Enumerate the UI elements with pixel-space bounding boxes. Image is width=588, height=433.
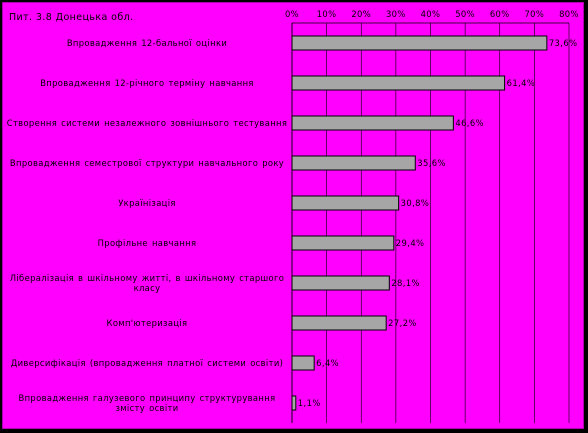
bar — [291, 155, 416, 171]
bar — [291, 315, 387, 331]
data-label: 29,4% — [396, 238, 425, 248]
x-tick-label: 50% — [455, 9, 475, 19]
data-label: 73,6% — [549, 38, 578, 48]
category-label: Впровадження галузевого принципу структу… — [18, 393, 276, 413]
bar — [291, 195, 400, 211]
bar — [291, 275, 390, 291]
x-tick-label: 60% — [490, 9, 510, 19]
x-tick-label: 30% — [386, 9, 406, 19]
category-label: Впровадження 12-бальної оцінки — [66, 38, 228, 48]
data-label: 27,2% — [388, 318, 417, 328]
data-label: 6,4% — [316, 358, 339, 368]
x-tick-label: 70% — [524, 9, 544, 19]
x-tick-label: 10% — [317, 9, 337, 19]
category-label: Комп'ютеризація — [106, 318, 188, 328]
data-label: 1,1% — [298, 398, 321, 408]
data-label: 46,6% — [455, 118, 484, 128]
bar — [291, 75, 506, 91]
category-label: Створення системи незалежного зовнішньог… — [6, 118, 288, 128]
x-tick-label: 0% — [285, 9, 299, 19]
bar-chart: 0% 10% 20% 30% 40% 50% 60% 70% 80% 73,6% 61,4% 46,6… — [285, 9, 579, 423]
data-label: 61,4% — [507, 78, 536, 88]
data-label: 28,1% — [391, 278, 420, 288]
data-label: 30,8% — [401, 198, 430, 208]
category-label: Профільне навчання — [97, 238, 197, 248]
x-tick-label: 40% — [421, 9, 441, 19]
x-tick-label: 80% — [559, 9, 579, 19]
bar — [291, 395, 297, 411]
category-label: Українізація — [118, 198, 176, 208]
bar — [291, 355, 315, 371]
bar — [291, 35, 548, 51]
bar — [291, 115, 454, 131]
category-label: Диверсифікація (впровадження платної сис… — [10, 358, 284, 368]
category-label: Впровадження семестрової структури навча… — [9, 158, 285, 168]
category-label: Лібералізація в шкільному житті, в шкіль… — [9, 273, 285, 293]
bar — [291, 235, 395, 251]
category-label: Впровадження 12-річного терміну навчання — [40, 78, 254, 88]
chart-frame: Пит. 3.8 Донецька обл. 0% 10% 20% 30% 40% 50%… — [2, 2, 584, 429]
data-label: 35,6% — [417, 158, 446, 168]
chart-title: Пит. 3.8 Донецька обл. — [9, 12, 134, 23]
x-tick-label: 20% — [351, 9, 371, 19]
